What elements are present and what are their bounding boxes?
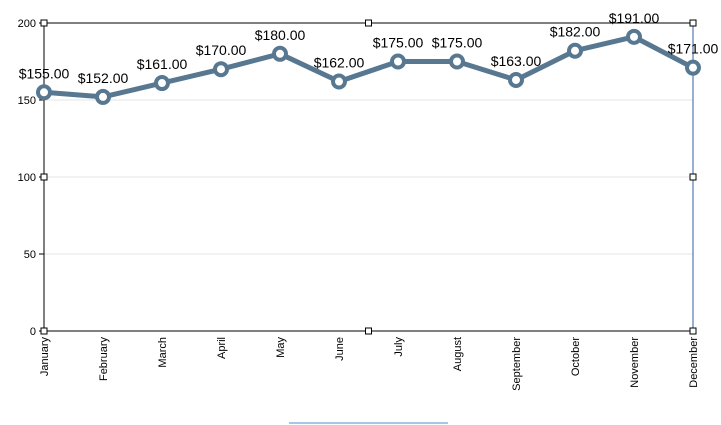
resize-handle[interactable] <box>689 19 697 27</box>
resize-handle[interactable] <box>365 19 372 27</box>
x-tick-label: October <box>570 337 582 376</box>
data-point <box>449 53 465 70</box>
x-tick-label: November <box>629 337 641 388</box>
x-tick-label: December <box>688 337 700 388</box>
x-tick-label: July <box>393 337 405 357</box>
selection-handles[interactable] <box>40 19 697 335</box>
data-point <box>685 59 701 76</box>
x-tick-label: March <box>157 337 169 368</box>
data-point <box>213 61 229 78</box>
data-label: $180.00 <box>255 27 306 43</box>
x-tick-label: April <box>216 337 228 359</box>
data-label: $161.00 <box>137 56 188 72</box>
x-axis-ticks: January February March April May June July Augu… <box>39 337 700 391</box>
data-point <box>567 42 583 59</box>
x-tick-label: June <box>334 337 346 361</box>
x-tick-label: September <box>511 337 523 391</box>
data-label: $170.00 <box>196 42 247 58</box>
resize-handle[interactable] <box>689 327 697 335</box>
y-tick-label: 100 <box>18 172 36 184</box>
data-point <box>390 53 406 70</box>
x-tick-label: January <box>39 337 51 377</box>
data-point <box>154 75 170 92</box>
data-point <box>36 84 52 101</box>
y-tick-label: 150 <box>18 95 36 107</box>
resize-handle[interactable] <box>40 327 48 335</box>
data-label: $163.00 <box>491 53 542 69</box>
y-tick-label: 0 <box>30 326 36 338</box>
resize-handle[interactable] <box>40 173 48 181</box>
horizontal-scrollbar[interactable] <box>289 422 448 424</box>
data-label: $175.00 <box>432 35 483 51</box>
data-point <box>508 71 524 88</box>
data-label: $162.00 <box>314 55 365 71</box>
data-label: $155.00 <box>19 65 70 81</box>
data-label: $171.00 <box>668 41 719 57</box>
y-tick-label: 200 <box>18 18 36 30</box>
data-point <box>331 73 347 90</box>
data-label: $152.00 <box>78 70 129 86</box>
resize-handle[interactable] <box>40 19 48 27</box>
data-labels: $155.00 $152.00 $161.00 $170.00 $180.00 $162.… <box>19 10 719 86</box>
series-group <box>36 28 701 105</box>
data-label: $175.00 <box>373 35 424 51</box>
y-tick-label: 50 <box>24 249 36 261</box>
data-label: $182.00 <box>550 24 601 40</box>
x-tick-label: May <box>275 337 287 358</box>
x-tick-label: August <box>452 337 464 371</box>
resize-handle[interactable] <box>365 327 372 335</box>
x-tick-label: February <box>98 337 110 382</box>
series-line <box>41 34 696 100</box>
data-point <box>95 88 111 105</box>
data-point <box>272 45 288 62</box>
data-point <box>626 28 642 45</box>
resize-handle[interactable] <box>689 173 697 181</box>
data-label: $191.00 <box>609 10 660 26</box>
